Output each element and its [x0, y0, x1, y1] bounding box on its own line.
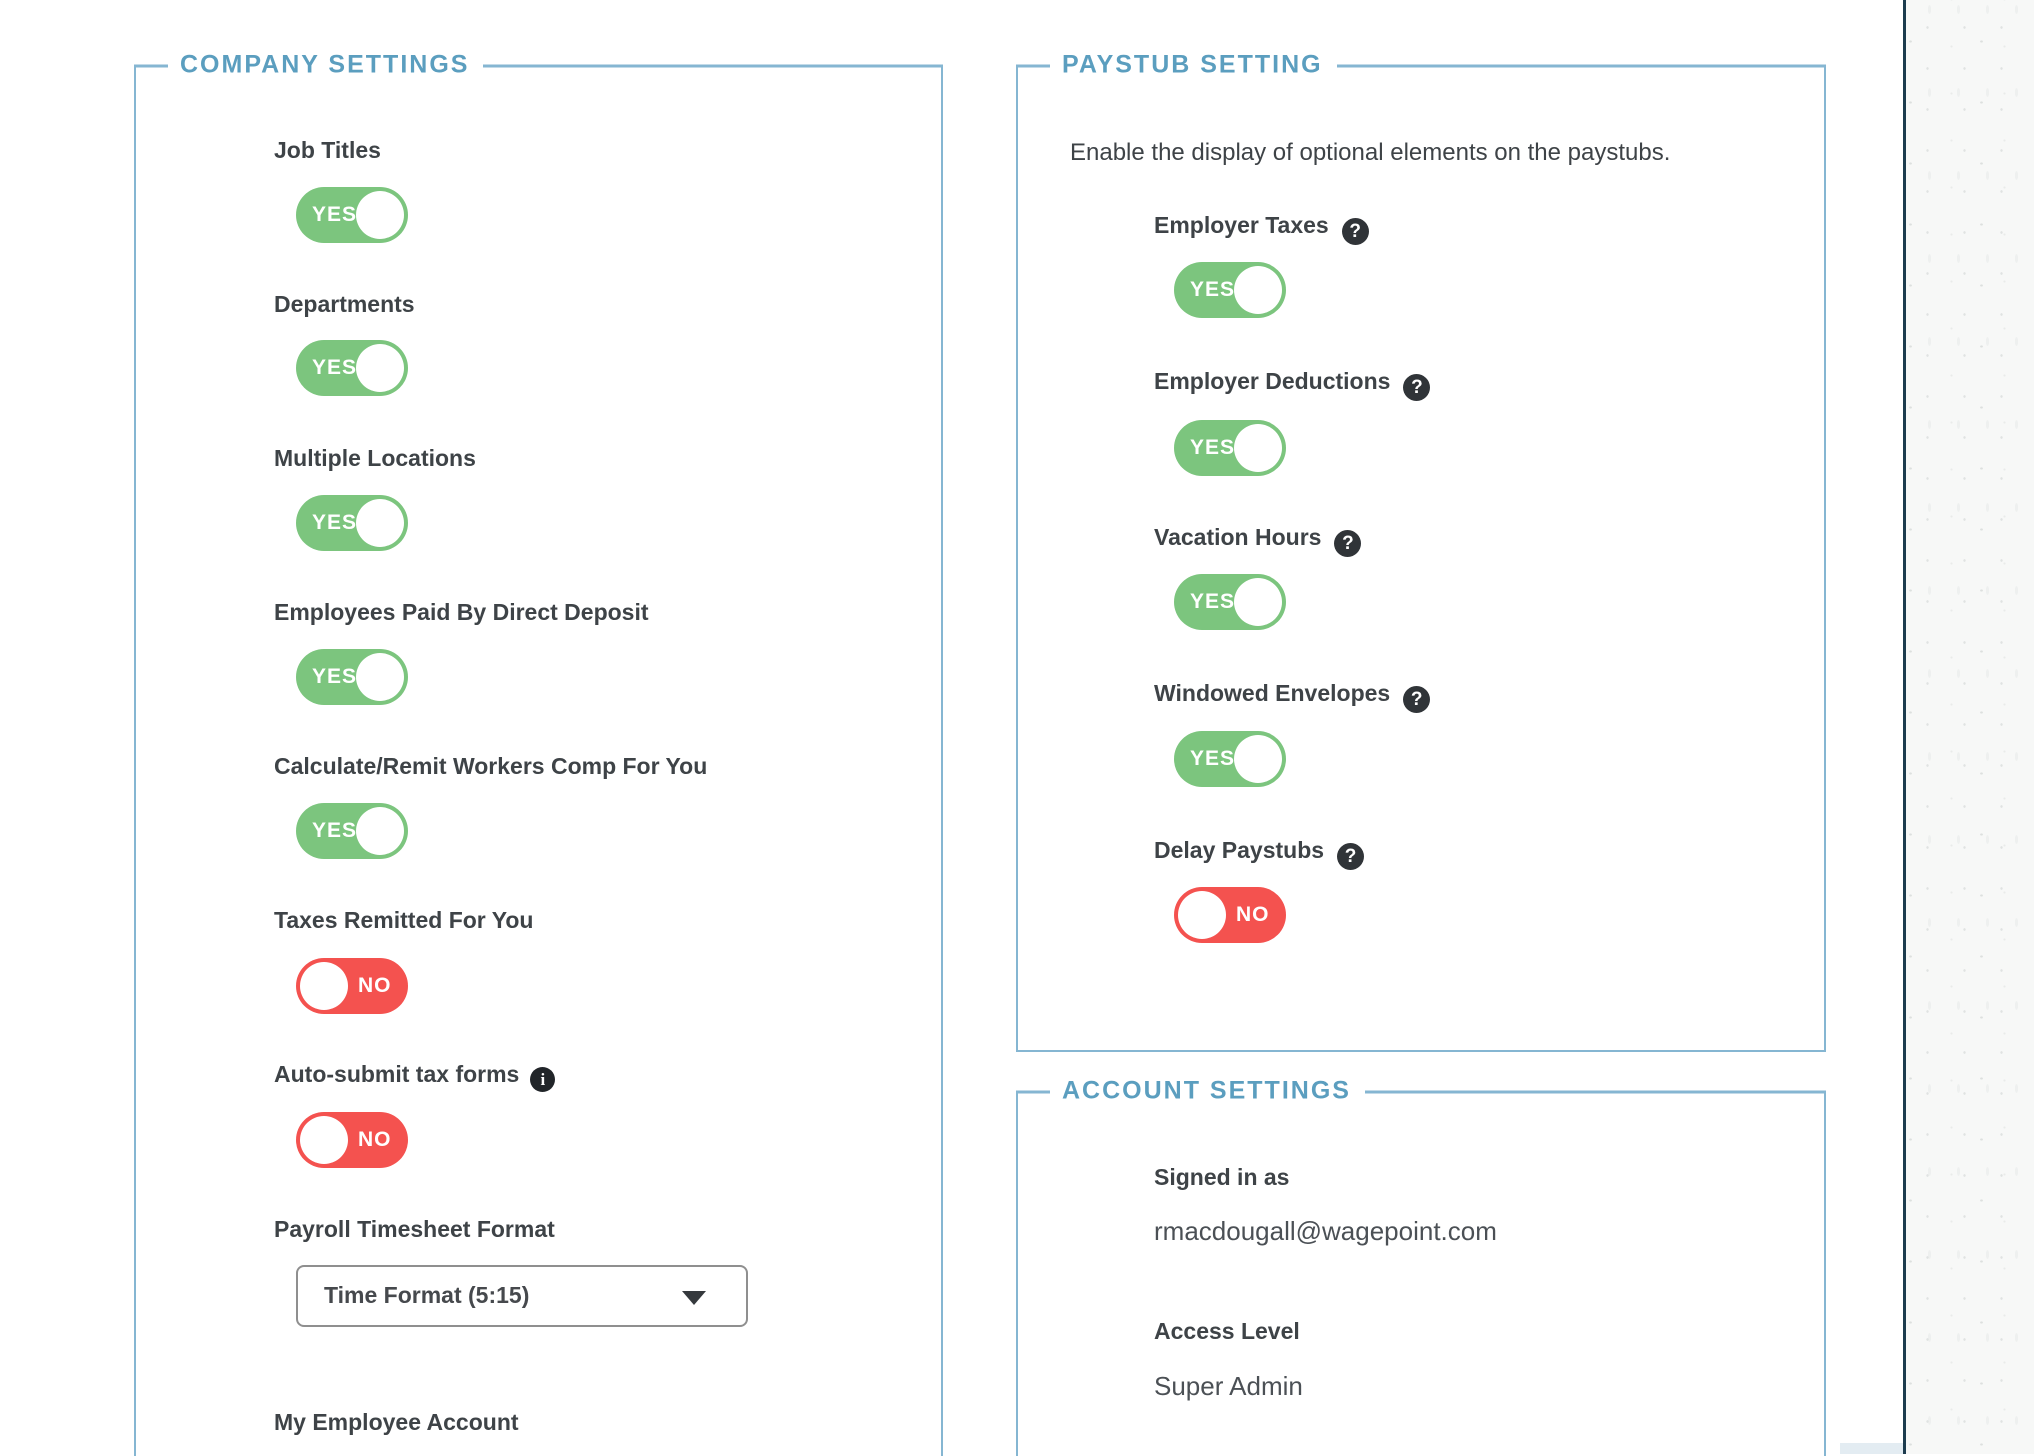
question-icon[interactable]: ?	[1337, 843, 1365, 870]
paystub-description: Enable the display of optional elements …	[1070, 139, 1671, 166]
toggle-knob	[356, 344, 404, 392]
page-edge-divider	[1903, 0, 1906, 1454]
paystub-setting-title: PAYSTUB SETTING	[1062, 50, 1323, 79]
signed-in-as-label: Signed in as	[1154, 1164, 1290, 1190]
question-icon[interactable]: ?	[1403, 686, 1431, 713]
page-background-texture	[1906, 0, 2034, 1454]
legend-line	[1364, 1090, 1826, 1094]
multiple-locations-toggle[interactable]: YES	[296, 495, 408, 551]
delay-paystubs-toggle[interactable]: NO	[1174, 887, 1286, 943]
employer-taxes-label: Employer Taxes?	[1154, 211, 1369, 245]
departments-toggle[interactable]: YES	[296, 340, 408, 396]
windowed-envelopes-toggle[interactable]: YES	[1174, 731, 1286, 787]
toggle-knob	[356, 191, 404, 239]
taxes-remitted-label: Taxes Remitted For You	[274, 907, 534, 933]
toggle-knob	[1234, 266, 1282, 314]
company-settings-panel: COMPANY SETTINGS Job Titles YES Departme…	[134, 52, 943, 1456]
toggle-knob	[1234, 424, 1282, 472]
taxes-remitted-toggle[interactable]: NO	[296, 958, 408, 1014]
account-settings-legend: ACCOUNT SETTINGS	[1016, 1076, 1826, 1106]
legend-dash	[134, 64, 168, 68]
job-titles-toggle[interactable]: YES	[296, 187, 408, 243]
workers-comp-toggle[interactable]: YES	[296, 803, 408, 859]
toggle-knob	[1234, 578, 1282, 626]
paystub-setting-legend: PAYSTUB SETTING	[1016, 50, 1826, 80]
vacation-hours-label: Vacation Hours?	[1154, 523, 1362, 557]
departments-label: Departments	[274, 291, 415, 317]
direct-deposit-toggle[interactable]: YES	[296, 649, 408, 705]
vacation-hours-toggle[interactable]: YES	[1174, 574, 1286, 630]
legend-line	[1336, 64, 1826, 68]
chevron-down-icon	[682, 1291, 706, 1305]
multiple-locations-label: Multiple Locations	[274, 445, 476, 471]
workers-comp-label: Calculate/Remit Workers Comp For You	[274, 753, 708, 779]
employer-deductions-toggle[interactable]: YES	[1174, 420, 1286, 476]
toggle-knob	[356, 807, 404, 855]
toggle-knob	[356, 653, 404, 701]
account-settings-title: ACCOUNT SETTINGS	[1062, 1076, 1351, 1105]
timesheet-format-value: Time Format (5:15)	[324, 1282, 530, 1308]
my-employee-account-label: My Employee Account	[274, 1409, 519, 1435]
direct-deposit-label: Employees Paid By Direct Deposit	[274, 599, 649, 625]
access-level-value: Super Admin	[1154, 1371, 1303, 1401]
job-titles-label: Job Titles	[274, 137, 381, 163]
legend-dash	[1016, 64, 1050, 68]
paystub-setting-panel: PAYSTUB SETTING Enable the display of op…	[1016, 52, 1826, 1052]
windowed-envelopes-label: Windowed Envelopes?	[1154, 679, 1431, 713]
info-icon[interactable]: i	[530, 1067, 556, 1092]
auto-submit-toggle[interactable]: NO	[296, 1112, 408, 1168]
question-icon[interactable]: ?	[1341, 218, 1369, 245]
timesheet-format-select[interactable]: Time Format (5:15)	[296, 1265, 748, 1327]
company-settings-legend: COMPANY SETTINGS	[134, 50, 943, 80]
toggle-knob	[300, 962, 348, 1010]
toggle-knob	[1234, 735, 1282, 783]
toggle-knob	[356, 499, 404, 547]
page-corner-accent	[1840, 1443, 1903, 1454]
delay-paystubs-label: Delay Paystubs?	[1154, 836, 1365, 870]
access-level-label: Access Level	[1154, 1318, 1300, 1344]
company-settings-title: COMPANY SETTINGS	[180, 50, 470, 79]
toggle-knob	[1178, 891, 1226, 939]
question-icon[interactable]: ?	[1403, 374, 1431, 401]
signed-in-email: rmacdougall@wagepoint.com	[1154, 1216, 1497, 1246]
legend-line	[483, 64, 943, 68]
employer-deductions-label: Employer Deductions?	[1154, 367, 1431, 401]
question-icon[interactable]: ?	[1334, 530, 1362, 557]
legend-dash	[1016, 1090, 1050, 1094]
timesheet-format-label: Payroll Timesheet Format	[274, 1216, 555, 1242]
auto-submit-label: Auto-submit tax forms i	[274, 1060, 556, 1092]
employer-taxes-toggle[interactable]: YES	[1174, 262, 1286, 318]
toggle-knob	[300, 1116, 348, 1164]
account-settings-panel: ACCOUNT SETTINGS Signed in as rmacdougal…	[1016, 1078, 1826, 1456]
